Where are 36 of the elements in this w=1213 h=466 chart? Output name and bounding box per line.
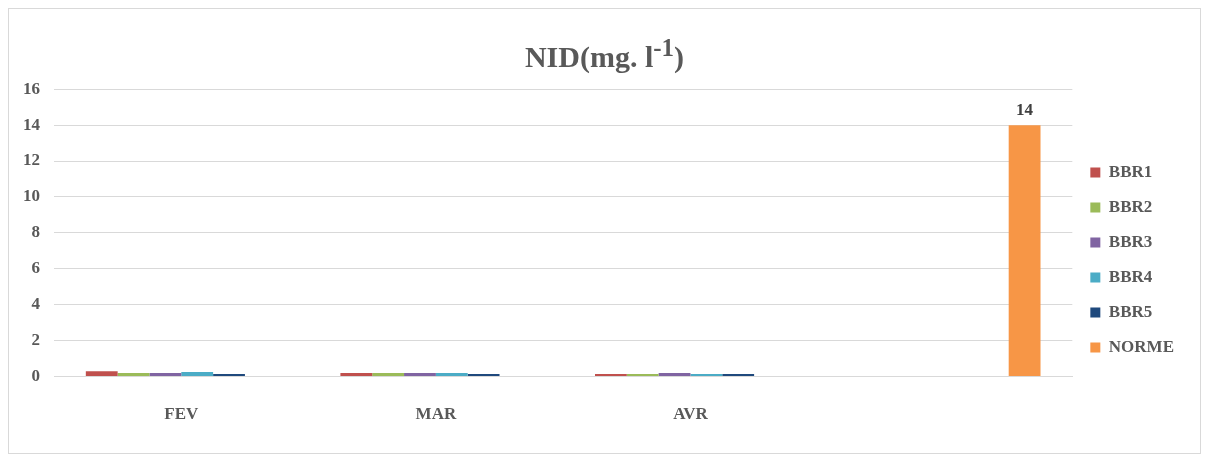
y-tick-label: 6 <box>31 258 40 278</box>
y-tick-label: 12 <box>23 150 40 170</box>
y-tick-label: 14 <box>23 114 41 134</box>
bar <box>117 373 150 377</box>
legend-label: BBR2 <box>1108 196 1153 216</box>
legend-label: BBR5 <box>1108 301 1153 321</box>
legend-label: BBR3 <box>1108 231 1153 251</box>
legend-label: BBR1 <box>1108 161 1153 181</box>
bar <box>181 372 214 377</box>
bar <box>404 373 436 377</box>
bar <box>85 371 118 377</box>
y-tick-label: 2 <box>31 330 40 350</box>
bar <box>213 373 245 377</box>
bar <box>626 373 659 377</box>
bar <box>340 373 373 377</box>
x-tick-label: AVR <box>673 404 709 424</box>
y-tick-label: 10 <box>23 186 40 206</box>
y-tick-label: 8 <box>31 222 40 242</box>
x-tick-label: MAR <box>415 404 457 424</box>
bar <box>467 373 500 377</box>
bar <box>594 373 627 377</box>
bar <box>149 373 182 377</box>
bar <box>435 373 468 377</box>
data-label: 14 <box>1016 100 1034 120</box>
x-tick-label: FEV <box>164 404 200 424</box>
legend-label: BBR4 <box>1108 266 1153 286</box>
bar <box>690 373 723 377</box>
y-tick-label: 4 <box>31 294 41 314</box>
legend-label: NORME <box>1108 336 1175 356</box>
y-tick-label: 0 <box>31 365 40 385</box>
bar <box>658 373 691 377</box>
bar <box>722 373 755 377</box>
bar <box>372 373 405 377</box>
y-tick-label: 16 <box>23 78 40 98</box>
chart-title: NID(mg. l$^{-1}$) <box>523 33 686 73</box>
bar <box>1008 125 1041 377</box>
